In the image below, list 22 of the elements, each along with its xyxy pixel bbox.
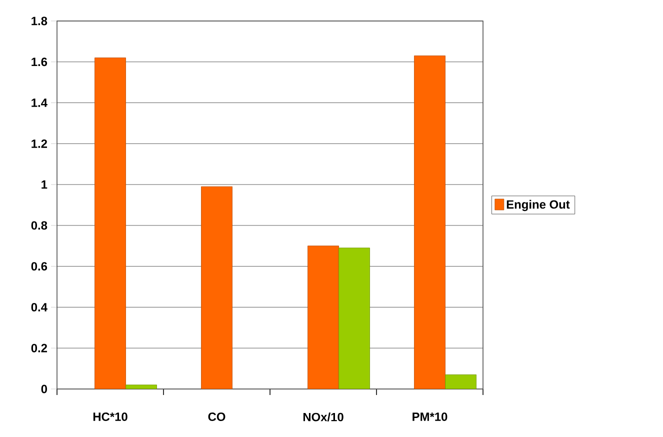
bar	[308, 246, 339, 389]
y-tick-label: 0	[41, 384, 47, 394]
bar	[126, 384, 157, 389]
y-tick-label: 0.4	[31, 302, 48, 312]
y-tick-label: 1	[42, 180, 48, 189]
bar	[201, 186, 232, 389]
y-tick-label: 1.6	[32, 58, 48, 66]
y-tick-label: 0.8	[31, 221, 48, 230]
bar	[94, 58, 126, 389]
x-tick-label: CO	[208, 412, 226, 421]
y-tick-label: 1.4	[32, 98, 48, 107]
x-tick-label: HC*10	[93, 412, 128, 421]
legend-label: Engine Out	[506, 200, 570, 212]
y-tick-label: 1.2	[32, 139, 48, 148]
y-tick-label: 0.6	[31, 262, 48, 271]
x-tick-label: PM*10	[412, 412, 448, 421]
y-tick-label: 1.8	[32, 16, 48, 26]
y-tick-label: 0.2	[31, 344, 48, 352]
bar	[445, 374, 476, 389]
bar	[338, 248, 370, 389]
x-tick-label: NOx/10	[303, 412, 344, 422]
bar	[414, 56, 446, 389]
